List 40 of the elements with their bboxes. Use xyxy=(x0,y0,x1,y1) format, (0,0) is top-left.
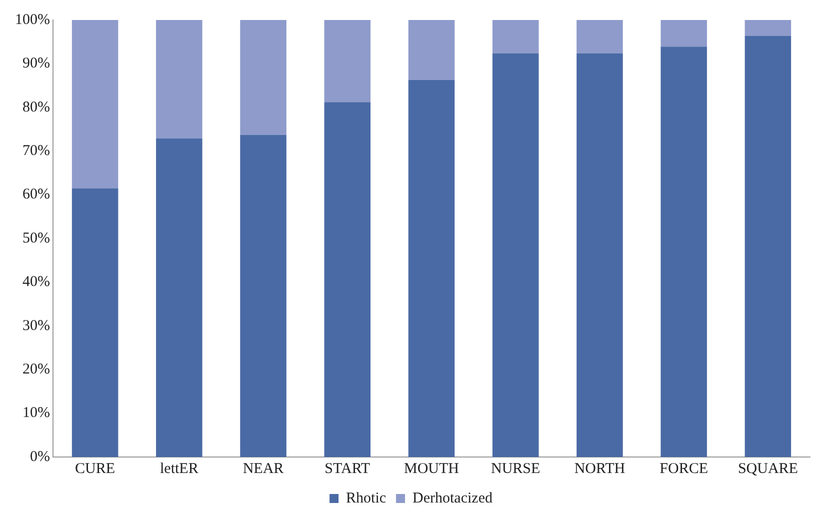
x-tick-label: SQUARE xyxy=(738,460,798,477)
x-tick-label: FORCE xyxy=(660,460,708,477)
y-tick-label: 90% xyxy=(22,56,50,72)
bar xyxy=(492,20,539,54)
bar xyxy=(660,20,707,47)
bar xyxy=(744,20,792,36)
y-tick-label: 20% xyxy=(22,362,50,378)
x-tick-label: lettER xyxy=(160,460,198,477)
legend-label: Derhotacized xyxy=(412,490,493,506)
bar xyxy=(72,188,118,457)
y-tick-label: 60% xyxy=(22,186,50,203)
y-tick-label: 80% xyxy=(22,99,50,116)
bar xyxy=(324,102,371,457)
bar xyxy=(156,20,202,138)
legend-label: Rhotic xyxy=(346,490,386,506)
x-tick-label: CURE xyxy=(75,460,116,477)
bar xyxy=(408,80,455,457)
y-tick-label: 100% xyxy=(14,12,50,28)
y-tick-label: 0% xyxy=(30,448,50,465)
y-tick-label: 50% xyxy=(22,230,50,246)
bar xyxy=(156,138,202,457)
bar xyxy=(240,20,286,135)
y-tick-label: 30% xyxy=(22,318,50,334)
bar xyxy=(408,20,455,80)
x-tick-label: START xyxy=(324,460,370,477)
bar xyxy=(744,36,792,457)
y-tick-label: 70% xyxy=(22,143,50,160)
x-tick-label: MOUTH xyxy=(404,460,460,477)
y-tick-label: 10% xyxy=(22,405,50,422)
bar xyxy=(72,20,118,188)
bar xyxy=(576,20,623,54)
bar xyxy=(324,20,371,102)
bar xyxy=(240,134,286,457)
x-tick-label: NEAR xyxy=(242,460,284,477)
bar xyxy=(660,46,707,457)
x-tick-label: NURSE xyxy=(491,460,540,477)
bar xyxy=(576,53,623,457)
y-tick-label: 40% xyxy=(22,274,50,290)
x-tick-label: NORTH xyxy=(574,460,626,477)
bar xyxy=(492,53,539,457)
